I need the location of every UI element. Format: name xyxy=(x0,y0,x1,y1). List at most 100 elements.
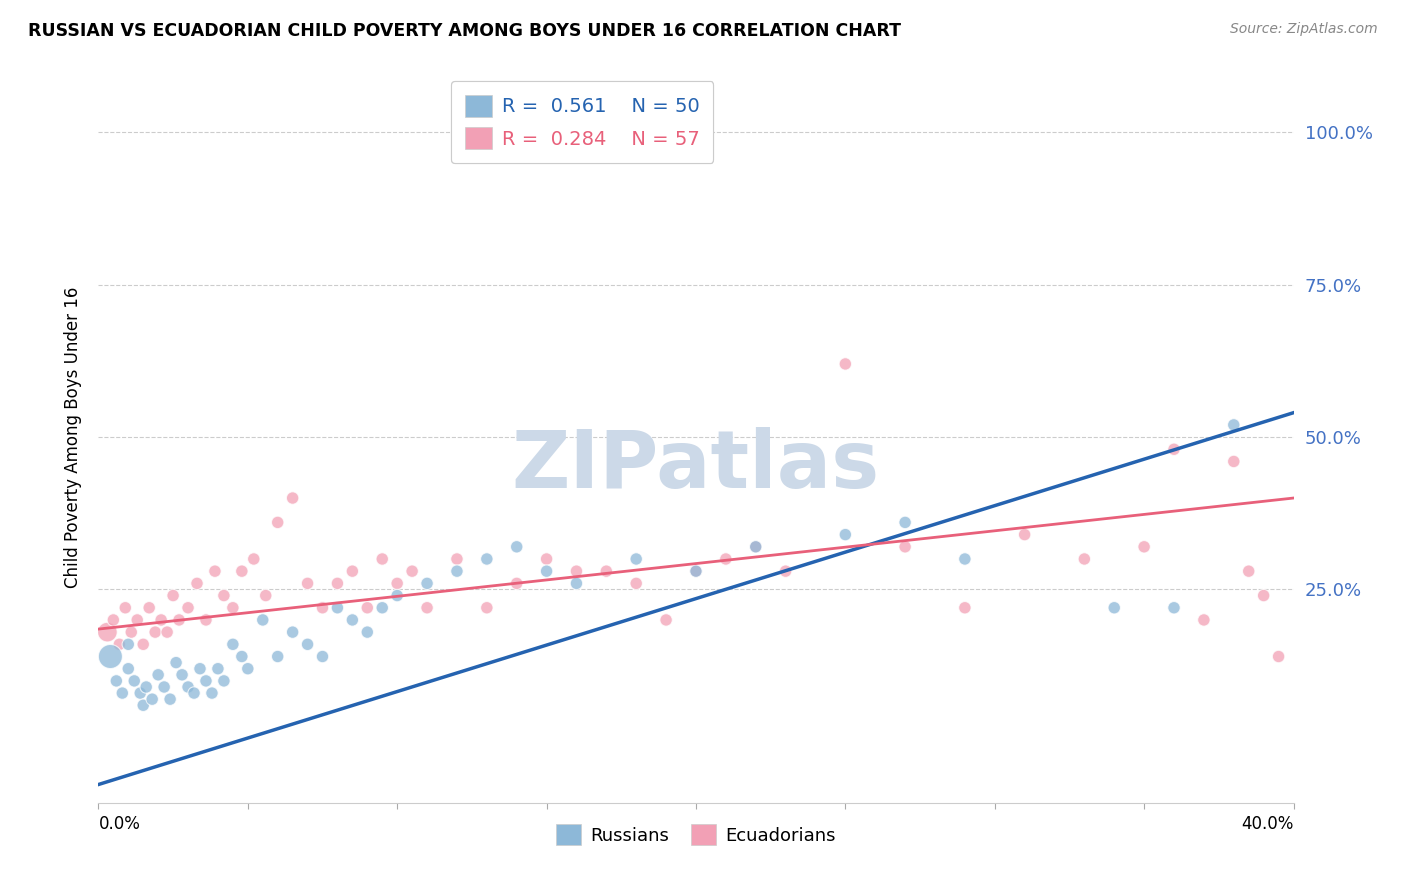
Text: ZIPatlas: ZIPatlas xyxy=(512,427,880,506)
Point xyxy=(953,552,976,566)
Point xyxy=(162,589,184,603)
Point xyxy=(356,625,378,640)
Point xyxy=(108,637,131,651)
Point xyxy=(356,600,378,615)
Text: 40.0%: 40.0% xyxy=(1241,815,1294,833)
Point xyxy=(1163,442,1185,457)
Point xyxy=(124,673,146,688)
Point xyxy=(565,576,588,591)
Point xyxy=(172,667,194,682)
Point xyxy=(111,686,134,700)
Point xyxy=(565,564,588,578)
Point xyxy=(231,564,253,578)
Point xyxy=(326,600,349,615)
Point xyxy=(385,589,409,603)
Point xyxy=(1223,454,1246,468)
Point xyxy=(207,662,229,676)
Point xyxy=(159,692,181,706)
Point xyxy=(297,576,319,591)
Point xyxy=(342,613,364,627)
Point xyxy=(143,625,166,640)
Text: 0.0%: 0.0% xyxy=(98,815,141,833)
Point xyxy=(195,613,218,627)
Point xyxy=(371,600,394,615)
Point xyxy=(506,540,529,554)
Point xyxy=(281,625,304,640)
Point xyxy=(177,600,200,615)
Text: Source: ZipAtlas.com: Source: ZipAtlas.com xyxy=(1230,22,1378,37)
Point xyxy=(156,625,179,640)
Point xyxy=(311,649,333,664)
Point xyxy=(1237,564,1260,578)
Point xyxy=(745,540,768,554)
Point xyxy=(626,552,648,566)
Point xyxy=(446,564,468,578)
Point xyxy=(834,357,856,371)
Point xyxy=(243,552,266,566)
Point xyxy=(132,698,155,713)
Point xyxy=(114,600,136,615)
Point xyxy=(195,673,218,688)
Point xyxy=(416,576,439,591)
Point xyxy=(475,552,498,566)
Point xyxy=(150,613,173,627)
Point xyxy=(177,680,200,694)
Point xyxy=(745,540,768,554)
Point xyxy=(1104,600,1126,615)
Point xyxy=(188,662,211,676)
Point xyxy=(311,600,333,615)
Point xyxy=(1014,527,1036,541)
Point xyxy=(96,625,118,640)
Point xyxy=(714,552,737,566)
Point xyxy=(446,552,468,566)
Point xyxy=(236,662,259,676)
Point xyxy=(1253,589,1275,603)
Point xyxy=(401,564,423,578)
Point xyxy=(167,613,190,627)
Point xyxy=(371,552,394,566)
Point xyxy=(1223,417,1246,432)
Point xyxy=(595,564,617,578)
Point xyxy=(132,637,155,651)
Point xyxy=(252,613,274,627)
Point xyxy=(201,686,224,700)
Point xyxy=(416,600,439,615)
Point xyxy=(141,692,163,706)
Point xyxy=(953,600,976,615)
Point xyxy=(536,564,558,578)
Point xyxy=(685,564,707,578)
Point xyxy=(536,552,558,566)
Point xyxy=(117,637,139,651)
Point xyxy=(153,680,176,694)
Text: RUSSIAN VS ECUADORIAN CHILD POVERTY AMONG BOYS UNDER 16 CORRELATION CHART: RUSSIAN VS ECUADORIAN CHILD POVERTY AMON… xyxy=(28,22,901,40)
Point xyxy=(281,491,304,505)
Point xyxy=(222,637,245,651)
Point xyxy=(1192,613,1215,627)
Point xyxy=(148,667,170,682)
Point xyxy=(342,564,364,578)
Point xyxy=(506,576,529,591)
Point xyxy=(222,600,245,615)
Point xyxy=(685,564,707,578)
Point xyxy=(98,649,122,664)
Point xyxy=(204,564,226,578)
Point xyxy=(212,673,235,688)
Point xyxy=(212,589,235,603)
Point xyxy=(1163,600,1185,615)
Point xyxy=(267,516,290,530)
Point xyxy=(326,576,349,591)
Point xyxy=(254,589,277,603)
Point xyxy=(834,527,856,541)
Point xyxy=(1267,649,1289,664)
Point xyxy=(186,576,208,591)
Point xyxy=(626,576,648,591)
Point xyxy=(1073,552,1095,566)
Y-axis label: Child Poverty Among Boys Under 16: Child Poverty Among Boys Under 16 xyxy=(63,286,82,588)
Point xyxy=(127,613,149,627)
Point xyxy=(385,576,409,591)
Point xyxy=(105,673,128,688)
Legend: Russians, Ecuadorians: Russians, Ecuadorians xyxy=(548,817,844,852)
Point xyxy=(297,637,319,651)
Point xyxy=(894,516,917,530)
Point xyxy=(475,600,498,615)
